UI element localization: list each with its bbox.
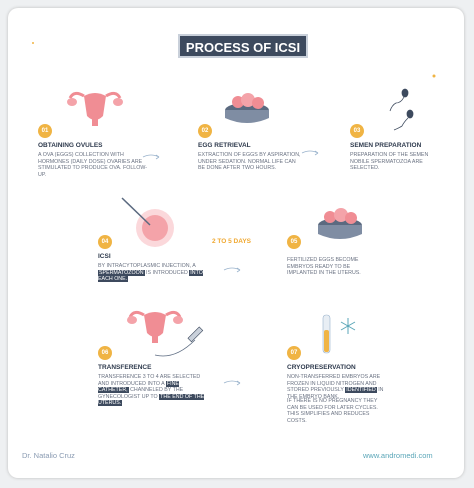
step-number: 07 <box>287 346 301 360</box>
highlight-text: IDENTIFIED <box>345 387 377 394</box>
step-number: 06 <box>98 346 112 360</box>
step-title: CRYOPRESERVATION <box>287 364 356 371</box>
website: www.andromedi.com <box>363 451 433 460</box>
text: IF THERE IS NO PREGNANCY THEY CAN BE USE… <box>287 398 378 424</box>
step-number: 04 <box>98 235 112 249</box>
step-description: PREPARATION OF THE SEMEN NOBILE SPERMATO… <box>350 152 445 172</box>
text: CHANNELED BY THE GYNECOLOGIST UP TO <box>98 387 184 400</box>
cryo-icon <box>322 314 356 354</box>
text: IN THE EMBRYO BANK. <box>287 387 384 400</box>
text: PREPARATION OF THE SEMEN NOBILE SPERMATO… <box>350 152 429 172</box>
text: IS INTRODUCED <box>144 269 190 276</box>
step-title: ICSI <box>98 253 111 260</box>
step-title: OBTAINING OVULES <box>38 142 103 149</box>
icsi-icon <box>121 197 174 247</box>
step-description: NON-TRANSFERRED EMBRYOS ARE FROZEN IN LI… <box>287 374 387 400</box>
author: Dr. Natalio Cruz <box>22 451 75 460</box>
title: PROCESS OF ICSI <box>178 34 308 58</box>
step-description: TRANSFERENCE 3 TO 4 ARE SELECTED AND INT… <box>98 374 208 407</box>
text: NON-TRANSFERRED EMBRYOS ARE FROZEN IN LI… <box>287 374 381 394</box>
sperm-icon <box>389 88 414 131</box>
text: EXTRACTION OF EGGS BY ASPIRATION, UNDER … <box>198 152 301 172</box>
step-description: BY INTRACYTOPLASMIC INJECTION, A SPERMAT… <box>98 263 208 283</box>
step-title: SEMEN PREPARATION <box>350 142 422 149</box>
egg-dish-icon <box>225 93 269 123</box>
step-number: 03 <box>350 124 364 138</box>
step-description: EXTRACTION OF EGGS BY ASPIRATION, UNDER … <box>198 152 303 172</box>
step-number: 02 <box>198 124 212 138</box>
step-number: 05 <box>287 235 301 249</box>
interval-label: 2 TO 5 DAYS <box>212 238 252 245</box>
card <box>8 8 464 478</box>
text: BY INTRACYTOPLASMIC INJECTION, A <box>98 263 196 269</box>
step-number: 01 <box>38 124 52 138</box>
step-title: TRANSFERENCE <box>98 364 152 371</box>
text: TRANSFERENCE 3 TO 4 ARE SELECTED AND INT… <box>98 374 201 387</box>
step-title: EGG RETRIEVAL <box>198 142 251 149</box>
step-description: A OVA (EGGS) COLLECTION WITH HORMONES (D… <box>38 152 150 178</box>
text: A OVA (EGGS) COLLECTION WITH HORMONES (D… <box>38 152 147 178</box>
text: FERTILIZED EGGS BECOME EMBRYOS READY TO … <box>287 257 361 277</box>
transfer-icon <box>127 310 204 357</box>
arrows <box>142 150 319 386</box>
highlight-text: SPERMATOZOON <box>98 269 145 276</box>
uterus-icon <box>67 91 123 126</box>
embryo-dish-icon <box>318 208 362 239</box>
step-note: IF THERE IS NO PREGNANCY THEY CAN BE USE… <box>287 398 387 424</box>
step-description: FERTILIZED EGGS BECOME EMBRYOS READY TO … <box>287 257 379 277</box>
